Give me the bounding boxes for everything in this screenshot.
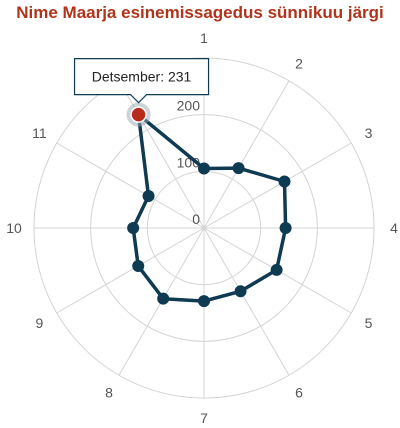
category-label: 8 xyxy=(105,385,113,401)
data-point[interactable] xyxy=(278,175,291,188)
grid-spoke xyxy=(56,227,205,314)
series-line xyxy=(131,112,288,303)
category-label: 10 xyxy=(6,220,22,236)
grid-spoke xyxy=(203,80,290,229)
grid-spoke xyxy=(203,227,290,376)
tooltip-box xyxy=(73,58,210,104)
data-point[interactable] xyxy=(270,263,283,276)
radial-tick-label: 0 xyxy=(192,211,200,227)
data-point[interactable] xyxy=(232,162,245,175)
tooltip-label: Detsember: 231 xyxy=(92,69,192,85)
data-point[interactable] xyxy=(198,295,210,308)
category-label: 1 xyxy=(200,30,208,46)
category-label: 4 xyxy=(390,220,398,236)
category-label: 7 xyxy=(200,410,208,426)
grid-spoke xyxy=(203,142,352,229)
category-label: 3 xyxy=(365,125,373,141)
data-point[interactable] xyxy=(132,259,145,272)
category-label: 5 xyxy=(365,315,373,331)
data-point[interactable] xyxy=(127,222,140,234)
category-label: 11 xyxy=(32,125,47,141)
highlighted-data-point[interactable] xyxy=(130,106,147,123)
data-point[interactable] xyxy=(142,189,155,202)
series xyxy=(126,102,292,308)
data-point[interactable] xyxy=(279,222,292,234)
data-point[interactable] xyxy=(157,292,170,305)
data-point[interactable] xyxy=(198,162,210,175)
grid-spoke xyxy=(56,142,205,229)
category-label: 6 xyxy=(295,385,303,401)
tooltip: Detsember: 231 xyxy=(73,58,210,104)
category-label: 2 xyxy=(295,55,303,71)
radial-tick-label: 200 xyxy=(177,98,201,114)
grid xyxy=(33,57,375,399)
category-label: 9 xyxy=(36,315,44,331)
chart-title: Nime Maarja esinemissagedus sünnikuu jär… xyxy=(16,3,384,22)
data-point[interactable] xyxy=(234,285,247,298)
